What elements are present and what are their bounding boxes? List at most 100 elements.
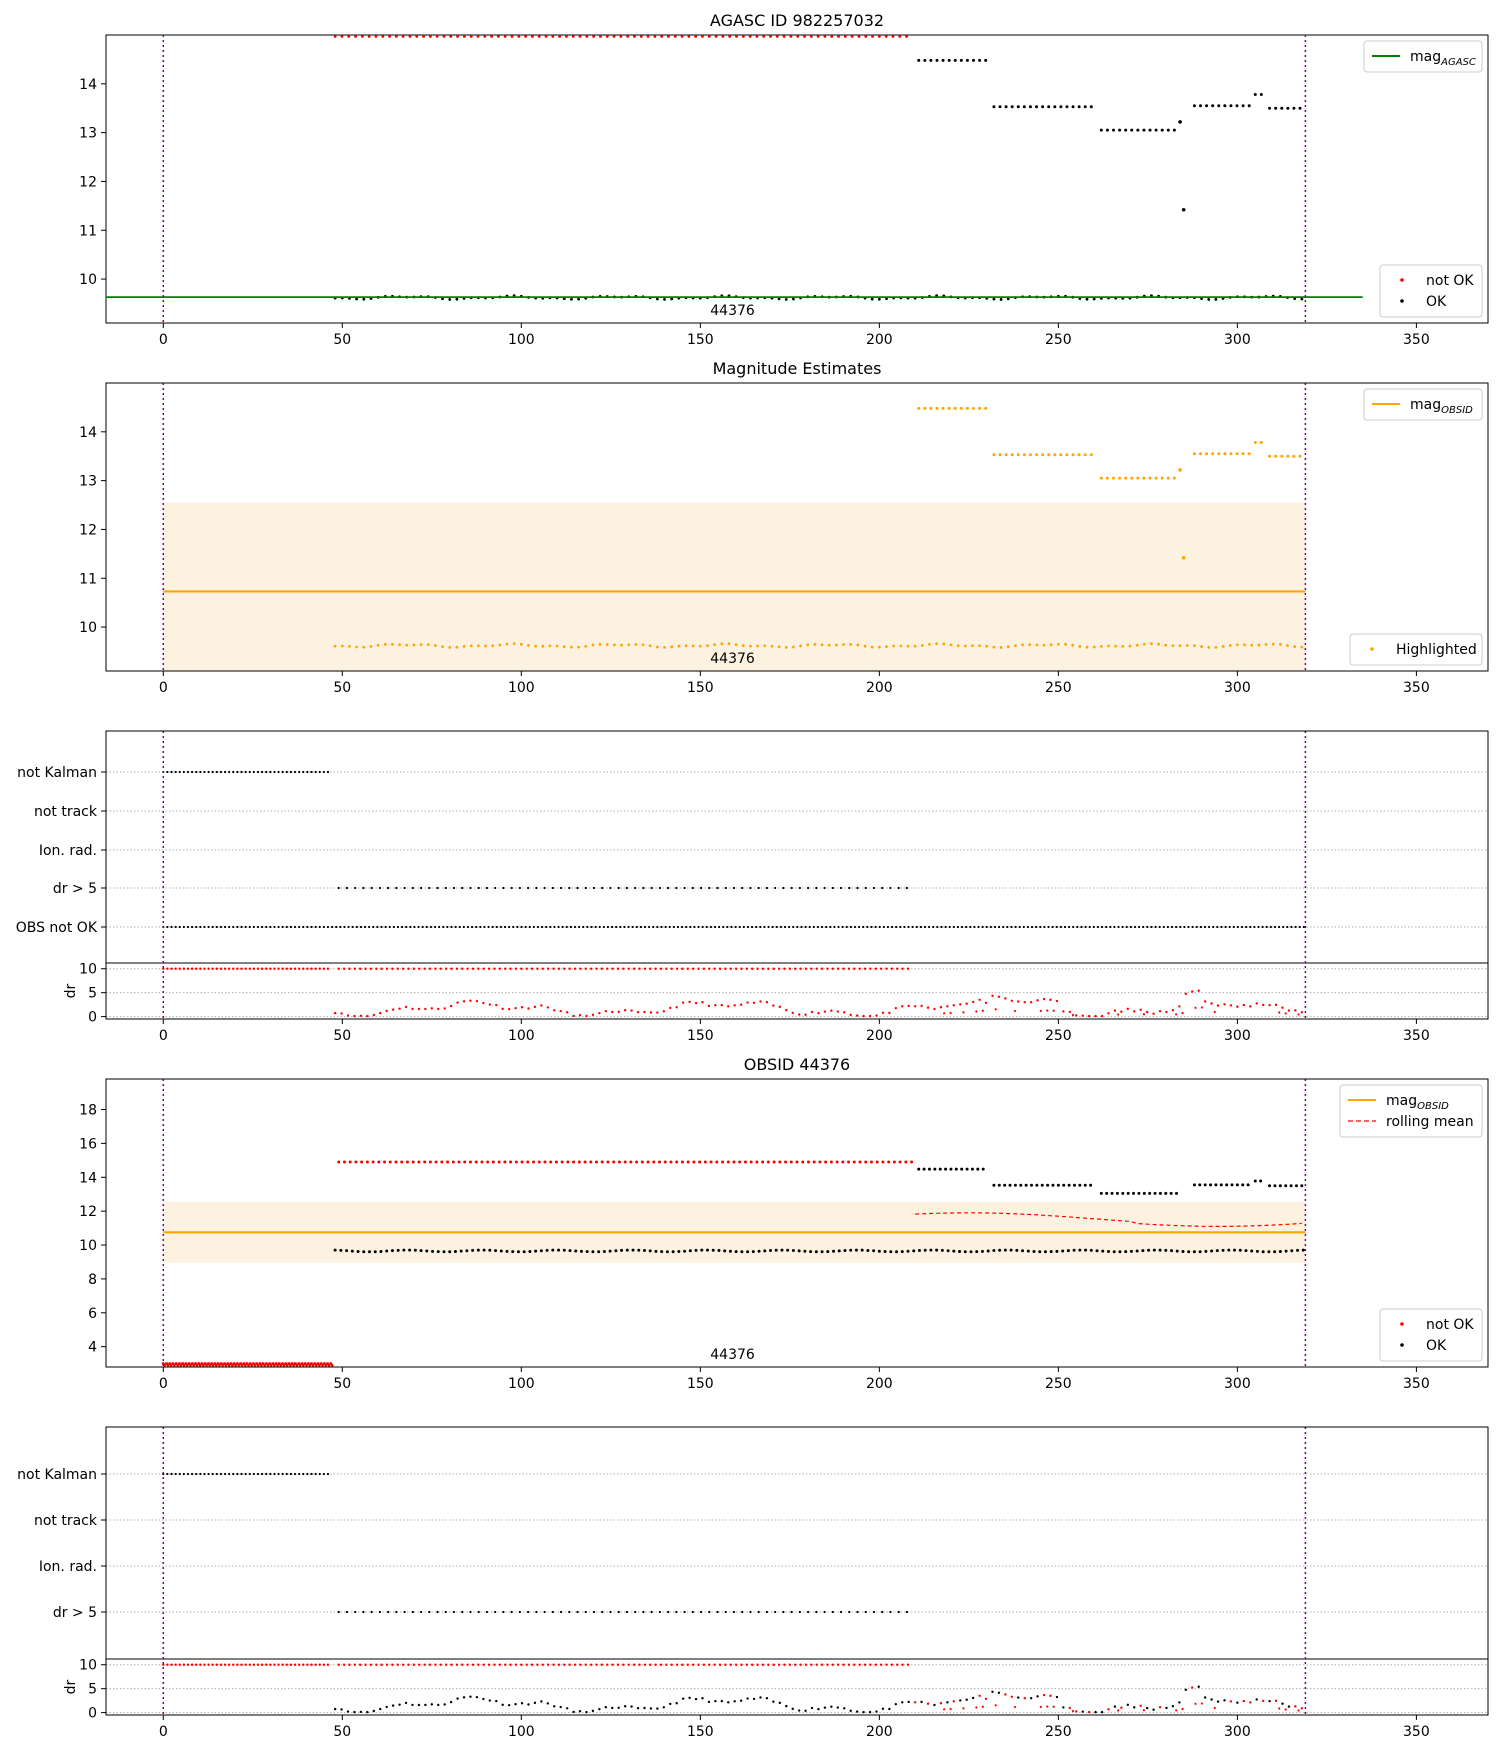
- dr-clipped-point: [681, 967, 684, 970]
- flag-point: [724, 886, 727, 890]
- ok-point: [889, 1250, 893, 1254]
- ok-point: [390, 1249, 394, 1253]
- dr-clipped-point: [638, 967, 641, 970]
- flag-point: [981, 925, 984, 929]
- ok-point: [792, 297, 795, 301]
- flag-point: [881, 1610, 884, 1614]
- not-ok-point: [639, 35, 643, 38]
- flag-point: [878, 925, 881, 929]
- dr-point: [1107, 1012, 1110, 1015]
- highlighted-point: [899, 644, 903, 648]
- flag-point: [1080, 925, 1083, 929]
- dr-clipped-point: [557, 1663, 561, 1666]
- y-tick-label: 18: [79, 1102, 97, 1118]
- not-ok-point: [875, 1160, 879, 1164]
- flag-point: [494, 886, 497, 890]
- not-ok-point: [778, 1160, 782, 1164]
- dr-clipped-point: [670, 967, 673, 970]
- flag-point: [461, 1610, 464, 1614]
- flag-point: [232, 770, 235, 774]
- flag-point: [265, 925, 268, 929]
- flag-point: [667, 886, 670, 890]
- flag-point: [281, 1472, 284, 1476]
- dr-clipped-point: [265, 967, 268, 970]
- not-ok-point: [211, 1364, 215, 1367]
- flag-point: [452, 886, 456, 890]
- ok-point: [944, 1167, 948, 1171]
- ok-point: [1175, 1191, 1179, 1195]
- ok-point: [970, 1167, 974, 1171]
- flag-point: [1290, 925, 1293, 929]
- ok-point: [602, 1250, 606, 1254]
- flag-point: [1051, 925, 1054, 929]
- dr-point: [875, 1014, 878, 1017]
- not-ok-point: [263, 1364, 266, 1367]
- ok-point: [757, 1249, 761, 1253]
- flag-point: [265, 1472, 268, 1476]
- flag-point: [403, 1610, 406, 1614]
- not-ok-point: [415, 35, 419, 38]
- not-ok-point: [321, 1364, 324, 1367]
- dr-point: [1042, 1693, 1046, 1697]
- dr-clipped-point: [471, 967, 475, 970]
- dr-clipped-point: [450, 967, 453, 970]
- flag-point: [207, 770, 210, 774]
- flag-point: [339, 925, 342, 929]
- highlighted-point: [1013, 644, 1017, 648]
- flag-point: [864, 886, 867, 890]
- flag-point: [314, 1472, 317, 1476]
- flag-point: [553, 925, 556, 929]
- not-ok-point: [520, 1160, 524, 1164]
- flag-point: [405, 925, 408, 929]
- flag-row-label: dr > 5: [53, 1605, 97, 1621]
- ok-point: [992, 1249, 996, 1253]
- plot-frame: [105, 1426, 1489, 1716]
- ok-point: [854, 1248, 858, 1252]
- dr-clipped-point: [285, 1663, 289, 1666]
- highlighted-point: [491, 644, 495, 648]
- highlighted-point: [1286, 644, 1289, 647]
- dr-point: [943, 1708, 946, 1711]
- dr-point: [681, 1697, 685, 1700]
- dr-clipped-point: [751, 967, 754, 970]
- dr-point: [817, 1707, 820, 1711]
- not-ok-point: [566, 1160, 570, 1164]
- flag-point: [1018, 925, 1021, 929]
- flag-point: [881, 886, 884, 890]
- highlighted-point: [1085, 645, 1089, 649]
- dr-point: [366, 1710, 369, 1714]
- flag-point: [436, 886, 439, 890]
- not-ok-point: [237, 1364, 241, 1367]
- x-tick-label: 0: [159, 680, 168, 696]
- dr-point: [1142, 1013, 1146, 1016]
- dr-point: [888, 1707, 891, 1711]
- ok-point: [642, 1249, 646, 1253]
- dr-point: [437, 1703, 440, 1707]
- ok-point: [1301, 1248, 1305, 1252]
- flag-point: [1298, 925, 1301, 929]
- ok-point: [963, 1250, 967, 1254]
- dr-clipped-point: [525, 967, 528, 970]
- highlighted-point: [1257, 643, 1261, 647]
- dr-clipped-point: [439, 1663, 442, 1666]
- dr-point: [1133, 1010, 1136, 1013]
- dr-point: [727, 1005, 730, 1008]
- dr-clipped-point: [649, 1663, 652, 1666]
- flag-point: [191, 1472, 194, 1476]
- dr-clipped-point: [552, 1663, 555, 1666]
- flag-point: [1084, 925, 1087, 929]
- dr-point: [1055, 999, 1059, 1003]
- not-ok-point: [619, 35, 623, 38]
- dr-point: [836, 1010, 840, 1013]
- flag-point: [1183, 925, 1186, 929]
- flag-point: [191, 770, 194, 774]
- ok-point: [516, 1250, 520, 1254]
- dr-point: [482, 1697, 485, 1701]
- flag-point: [186, 925, 190, 929]
- dr-point: [475, 1695, 479, 1699]
- flag-point: [853, 925, 857, 929]
- flag-point: [568, 1610, 571, 1614]
- not-ok-point: [784, 1160, 788, 1164]
- highlighted-point: [541, 644, 545, 648]
- not-ok-point: [612, 1160, 616, 1164]
